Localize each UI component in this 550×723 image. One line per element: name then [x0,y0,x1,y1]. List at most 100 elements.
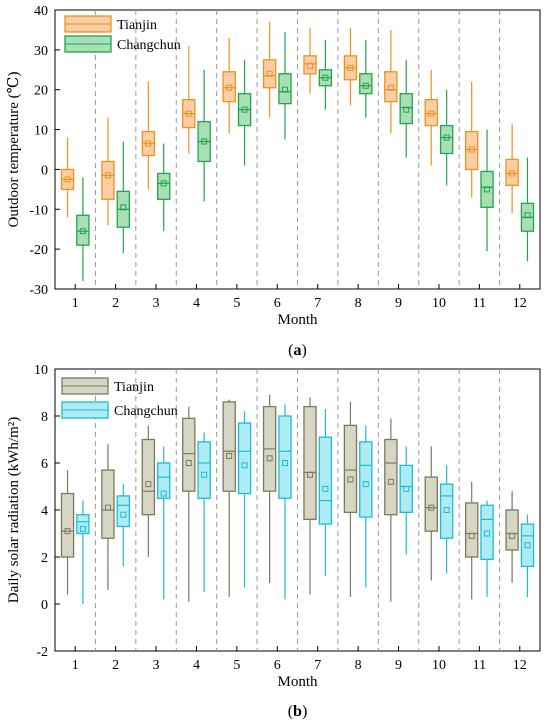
box-mean-marker [468,146,475,153]
x-tick-label: 1 [72,296,79,311]
box-iqr [303,55,317,75]
box-mean-marker [64,528,71,535]
box-iqr [439,124,454,155]
x-tick-label: 12 [513,658,527,673]
y-tick-label: -30 [29,283,48,298]
box-mean-marker [443,134,450,141]
series-1 [76,404,535,604]
box-iqr [237,422,252,495]
box-iqr [384,71,398,103]
box-iqr [439,483,454,539]
box-mean-marker [428,504,435,511]
x-tick-label: 10 [432,296,446,311]
box-mean-marker [322,74,329,81]
box-mean-marker [281,460,288,466]
box-iqr [424,476,438,532]
box-mean-marker [266,70,273,77]
box-iqr [222,401,236,492]
box-mean-marker [145,140,152,147]
box-mean-marker [185,460,192,466]
box-iqr [197,441,211,499]
x-tick-label: 5 [233,658,240,673]
x-tick-label: 7 [314,296,321,311]
box-mean-marker [403,106,410,113]
x-tick-label: 2 [112,296,119,311]
box-mean-marker [281,86,288,93]
box-iqr [157,462,171,499]
x-axis-label: Month [277,674,318,690]
box-mean-marker [79,525,86,532]
box-iqr [60,492,75,558]
box-mean-marker [443,507,450,513]
legend: Tianjin Changchun [64,15,181,53]
box-mean-marker [120,511,127,518]
box-iqr [384,438,398,516]
x-tick-label: 5 [233,296,240,311]
x-tick-label: 12 [513,296,527,311]
box-mean-marker [64,176,71,183]
box-iqr [480,170,494,208]
box-iqr [278,415,292,499]
y-tick-label: 6 [41,457,48,472]
x-tick-label: 6 [274,296,281,311]
box-iqr [101,160,115,200]
box-iqr [424,99,438,127]
box-mean-marker [387,478,394,485]
box-mean-marker [509,532,516,539]
legend-label: Tianjin [114,380,154,395]
x-tick-label: 3 [153,296,160,311]
box-mean-marker [524,212,531,219]
box-iqr [464,502,479,558]
box-mean-marker [468,532,475,539]
y-tick-label: 10 [34,363,48,378]
box-mean-marker [387,84,394,91]
box-iqr [182,417,196,492]
box-iqr [76,514,90,535]
x-tick-label: 9 [395,658,402,673]
box-mean-marker [484,530,491,537]
box-mean-marker [201,471,208,478]
series-0 [60,394,519,602]
box-iqr [76,214,90,246]
box-mean-marker [362,82,369,89]
y-tick-label: 20 [34,84,48,99]
panel-caption: (b) [288,703,308,720]
box-iqr [520,523,535,568]
box-mean-marker [484,186,491,193]
box-iqr [116,495,131,528]
box-iqr [505,158,519,187]
y-axis-label: Outdoor temperature (℃) [6,72,22,228]
box-iqr [318,436,333,525]
x-tick-label: 4 [193,658,200,673]
box-mean-marker [201,138,208,145]
box-mean-marker [266,455,273,462]
series-1 [76,31,535,282]
box-mean-marker [160,180,167,187]
y-tick-label: -2 [36,645,48,660]
box-iqr [222,71,236,103]
x-tick-label: 1 [72,658,79,673]
box-mean-marker [307,471,314,478]
box-mean-marker [362,481,369,488]
box-mean-marker [160,490,167,497]
box-iqr [343,424,358,513]
box-mean-marker [120,204,127,211]
box-iqr [505,509,519,551]
box-mean-marker [226,452,233,459]
y-tick-label: 40 [34,4,48,19]
box-iqr [101,469,115,539]
x-tick-label: 8 [355,658,362,673]
legend: Tianjin Changchun [61,377,178,419]
x-tick-label: 6 [274,658,281,673]
box-mean-marker [307,62,314,69]
x-tick-label: 8 [355,296,362,311]
box-mean-marker [241,106,248,113]
box-mean-marker [347,476,354,483]
y-tick-label: 8 [41,410,48,425]
x-tick-label: 7 [314,658,321,673]
x-tick-label: 2 [112,658,119,673]
box-mean-marker [145,481,152,488]
y-tick-label: 30 [34,44,48,59]
